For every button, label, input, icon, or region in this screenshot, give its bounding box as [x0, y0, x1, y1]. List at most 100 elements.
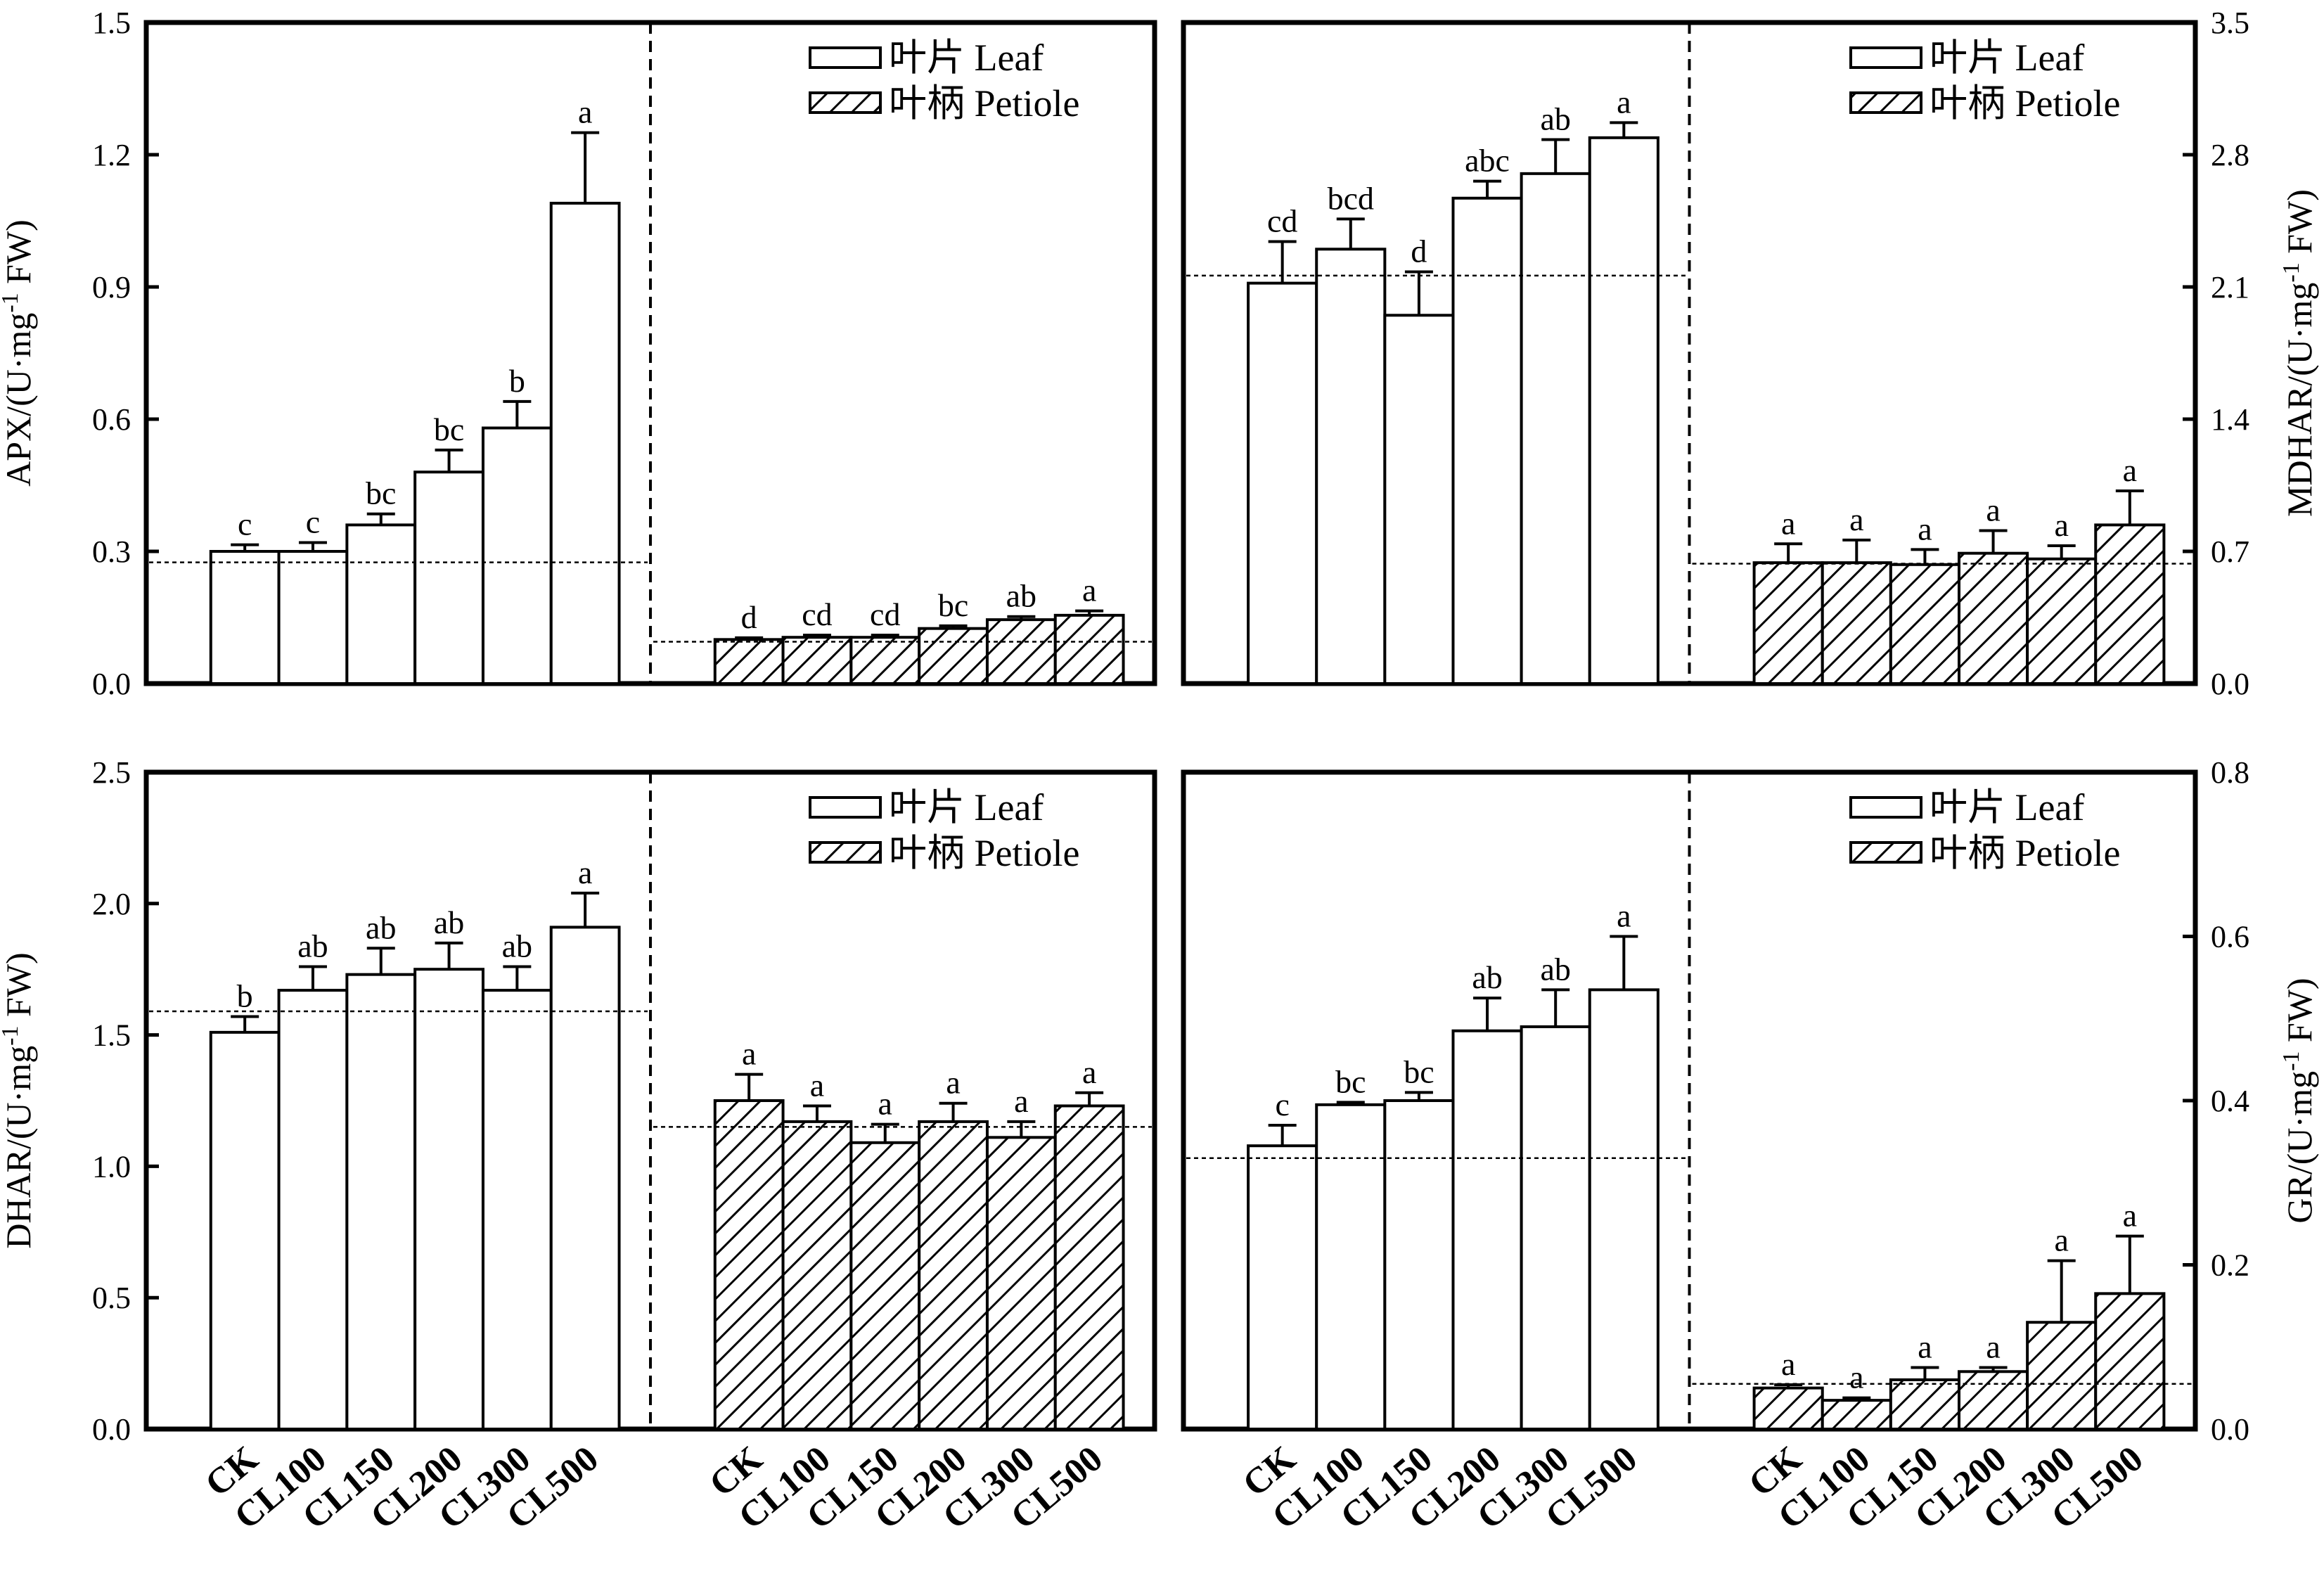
y-tick-label: 0.0: [2211, 667, 2249, 701]
bar-CL500: [549, 926, 621, 1430]
y-tick-label: 0.2: [2211, 1248, 2249, 1283]
bar-CL300: [481, 989, 553, 1430]
significance-label: bc: [366, 475, 396, 511]
significance-label: ab: [1006, 578, 1036, 614]
series-petiole: d cd cd bc ab a: [653, 572, 1152, 686]
series-leaf: c c bc bc b a: [149, 94, 648, 686]
bar-CL500: [1588, 136, 1659, 686]
y-tick-label: 1.4: [2211, 402, 2249, 437]
significance-label: a: [2123, 1198, 2137, 1234]
legend-label-petiole: 叶柄 Petiole: [1930, 832, 2120, 874]
bar-CL200: [1451, 196, 1523, 685]
legend-swatch-leaf: [1849, 46, 1922, 69]
bar-CL150: [345, 973, 417, 1430]
legend-swatch-leaf: [1849, 796, 1922, 819]
significance-label: a: [878, 1086, 892, 1122]
bar-CL500: [1053, 613, 1125, 685]
chart-panel-top-right: 0.0 0.7 1.4 2.1 2.8 3.5 MDHAR/(U·mg-1 FW) cdbcd…: [1181, 6, 2319, 701]
y-tick-label: 0.4: [2211, 1084, 2249, 1118]
y-axis-label: DHAR/(U·mg-1 FW): [0, 952, 38, 1248]
bar-CL200: [1957, 551, 2029, 686]
significance-label: ab: [297, 928, 328, 963]
bar-CK: [209, 1030, 281, 1430]
bar-CK: [1247, 1144, 1318, 1431]
significance-label: abc: [1465, 143, 1510, 179]
bar-CL300: [1520, 1025, 1591, 1431]
significance-label: c: [238, 506, 252, 542]
y-tick-label: 0.6: [92, 402, 131, 437]
significance-label: a: [1849, 501, 1863, 537]
bar-CK: [209, 550, 281, 685]
legend-label-leaf: 叶片 Leaf: [889, 37, 1044, 79]
bar-CL300: [2026, 1321, 2098, 1430]
y-tick-label: 0.8: [2211, 755, 2249, 790]
bar-CL150: [849, 1141, 921, 1430]
significance-label: a: [1781, 1346, 1795, 1382]
significance-label: a: [1082, 1054, 1096, 1090]
bar-CL500: [1053, 1104, 1125, 1431]
significance-label: c: [306, 504, 320, 539]
bar-CL500: [2094, 1292, 2166, 1431]
legend-label-leaf: 叶片 Leaf: [1930, 37, 2084, 79]
significance-label: a: [1849, 1359, 1863, 1395]
legend-swatch-petiole: [809, 841, 882, 864]
bar-CL200: [413, 470, 484, 685]
y-tick-label: 2.0: [92, 887, 131, 921]
bar-CL100: [1315, 1103, 1387, 1431]
bar-CL100: [277, 989, 349, 1430]
bar-CL500: [549, 201, 621, 685]
bar-CL300: [481, 426, 553, 685]
significance-label: a: [578, 94, 592, 130]
significance-label: a: [810, 1067, 824, 1103]
bar-CK: [1247, 281, 1318, 685]
bar-CL200: [1451, 1029, 1523, 1430]
bar-CK: [1752, 561, 1824, 685]
y-axis-label: APX/(U·mg-1 FW): [0, 219, 38, 487]
y-tick-label: 0.3: [92, 534, 131, 569]
significance-label: a: [578, 854, 592, 890]
significance-label: b: [509, 363, 525, 399]
significance-label: ab: [366, 909, 396, 945]
bar-CL300: [985, 1136, 1057, 1430]
significance-label: c: [1275, 1087, 1289, 1122]
significance-label: cd: [802, 596, 832, 632]
y-tick-label: 0.0: [92, 1412, 131, 1447]
bar-CL100: [277, 550, 349, 685]
significance-label: bc: [1404, 1054, 1434, 1089]
y-tick-label: 2.8: [2211, 138, 2249, 172]
significance-label: a: [742, 1036, 756, 1072]
bar-CL200: [918, 1120, 989, 1430]
legend-label-petiole: 叶柄 Petiole: [1930, 82, 2120, 124]
significance-label: bc: [434, 411, 464, 447]
legend-swatch-leaf: [809, 796, 882, 819]
significance-label: a: [1986, 492, 2000, 527]
bar-CL100: [1821, 1399, 1892, 1430]
bar-CL500: [2094, 523, 2166, 686]
bar-CL100: [1821, 561, 1892, 685]
significance-label: a: [1617, 84, 1631, 120]
bar-CL150: [849, 636, 921, 686]
y-tick-label: 2.1: [2211, 270, 2249, 305]
legend-label-leaf: 叶片 Leaf: [1930, 786, 2084, 828]
bar-CL300: [2026, 557, 2098, 685]
significance-label: a: [2123, 452, 2137, 488]
bar-CK: [713, 638, 785, 685]
y-tick-label: 0.5: [92, 1281, 131, 1315]
y-tick-label: 1.5: [92, 6, 131, 40]
significance-label: ab: [434, 904, 464, 940]
significance-label: ab: [1472, 959, 1502, 995]
bar-CL100: [781, 636, 853, 686]
bar-CL200: [1957, 1370, 2029, 1431]
bar-CL100: [1315, 248, 1387, 685]
significance-label: d: [1411, 233, 1427, 269]
significance-label: bcd: [1328, 180, 1374, 216]
